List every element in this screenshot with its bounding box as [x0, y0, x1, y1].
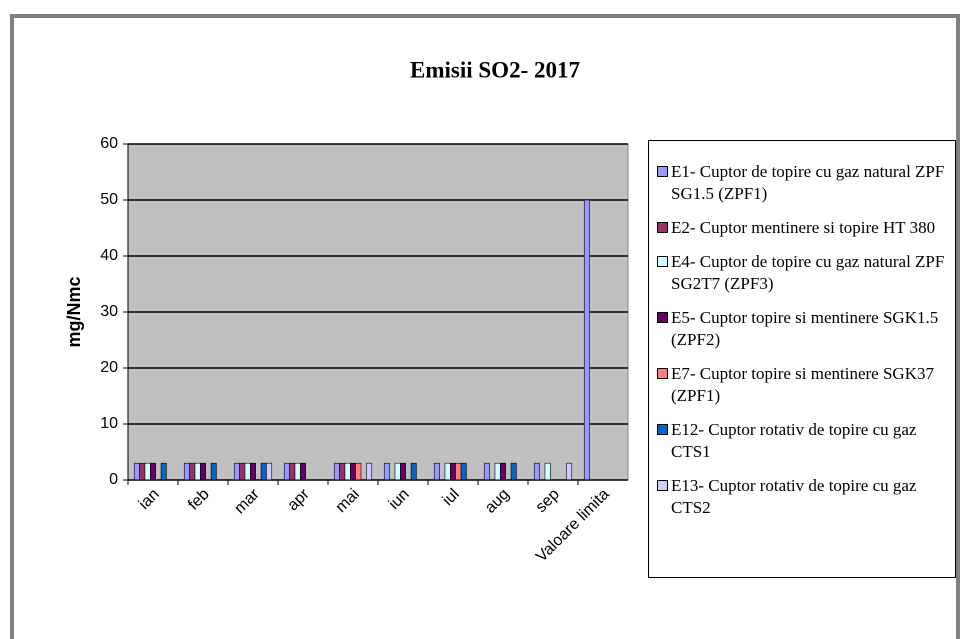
legend-label: E1- Cuptor de topire cu gaz natural ZPF …: [671, 162, 945, 203]
bar: [200, 462, 206, 481]
legend-item: E4- Cuptor de topire cu gaz natural ZPF …: [657, 251, 949, 295]
bar: [410, 462, 417, 481]
bar: [239, 462, 246, 481]
legend-label: E12- Cuptor rotativ de topire cu gaz CTS…: [671, 420, 917, 461]
bar: [544, 462, 551, 481]
bar: [333, 462, 340, 481]
legend-item: E1- Cuptor de topire cu gaz natural ZPF …: [657, 161, 949, 205]
bar: [400, 462, 406, 481]
legend: E1- Cuptor de topire cu gaz natural ZPF …: [648, 140, 956, 578]
y-tick-label: 40: [100, 247, 118, 264]
bar: [533, 462, 540, 481]
bar: [144, 462, 151, 481]
bar: [194, 462, 201, 481]
legend-label: E5- Cuptor topire si mentinere SGK1.5 (Z…: [671, 308, 939, 349]
legend-swatch: [657, 368, 668, 379]
x-tick-label: mar: [231, 485, 263, 517]
bar: [566, 462, 573, 481]
bar: [244, 462, 251, 481]
bar: [500, 462, 506, 481]
x-tick-label: ian: [136, 486, 163, 513]
bar: [339, 462, 346, 481]
legend-label: E4- Cuptor de topire cu gaz natural ZPF …: [671, 252, 945, 293]
legend-item: E2- Cuptor mentinere si topire HT 380: [657, 217, 949, 239]
legend-swatch: [657, 256, 668, 267]
legend-swatch: [657, 424, 668, 435]
legend-item: E5- Cuptor topire si mentinere SGK1.5 (Z…: [657, 307, 949, 351]
frame: [10, 14, 960, 639]
bar: [294, 462, 301, 481]
legend-swatch: [657, 480, 668, 491]
x-tick-label: feb: [185, 486, 213, 514]
y-tick-label: 0: [109, 471, 118, 488]
bar: [444, 462, 451, 481]
legend-label: E7- Cuptor topire si mentinere SGK37 (ZP…: [671, 364, 934, 405]
bar: [366, 462, 373, 481]
bar: [160, 462, 167, 481]
x-tick-label: mai: [333, 486, 363, 516]
bar: [483, 462, 490, 481]
bar: [455, 462, 462, 481]
bar: [139, 462, 146, 481]
legend-swatch: [657, 312, 668, 323]
bar: [494, 462, 501, 481]
bar: [344, 462, 351, 481]
legend-item: E7- Cuptor topire si mentinere SGK37 (ZP…: [657, 363, 949, 407]
bar: [250, 462, 256, 481]
x-tick-label: apr: [284, 485, 313, 514]
bar: [189, 462, 196, 481]
legend-label: E13- Cuptor rotativ de topire cu gaz CTS…: [671, 476, 917, 517]
bar: [450, 462, 456, 481]
bar: [433, 462, 440, 481]
y-axis-label: mg/Nmc: [64, 276, 84, 347]
bar: [383, 462, 390, 481]
bar: [283, 462, 290, 481]
bar: [289, 462, 296, 481]
bar: [510, 462, 517, 481]
y-tick-label: 30: [100, 303, 118, 320]
y-tick-label: 60: [100, 135, 118, 152]
bar: [133, 462, 140, 481]
legend-item: E13- Cuptor rotativ de topire cu gaz CTS…: [657, 475, 949, 519]
bar: [583, 199, 590, 481]
bar: [266, 462, 273, 481]
bar: [210, 462, 217, 481]
bar: [460, 462, 467, 481]
bar: [350, 462, 356, 481]
y-tick-label: 10: [100, 415, 118, 432]
bar: [394, 462, 401, 481]
x-tick-label: iul: [439, 486, 462, 509]
legend-swatch: [657, 166, 668, 177]
y-tick-label: 20: [100, 359, 118, 376]
x-tick-label: aug: [482, 486, 513, 517]
chart-title: Emisii SO2- 2017: [410, 57, 580, 82]
bar: [260, 462, 267, 481]
legend-item: E12- Cuptor rotativ de topire cu gaz CTS…: [657, 419, 949, 463]
x-tick-label: iun: [386, 486, 413, 513]
bar: [150, 462, 156, 481]
bar: [355, 462, 362, 481]
x-tick-label: sep: [533, 486, 563, 516]
legend-swatch: [657, 222, 668, 233]
legend-label: E2- Cuptor mentinere si topire HT 380: [671, 218, 936, 237]
bar: [183, 462, 190, 481]
bar: [233, 462, 240, 481]
y-tick-label: 50: [100, 191, 118, 208]
bar: [300, 462, 306, 481]
